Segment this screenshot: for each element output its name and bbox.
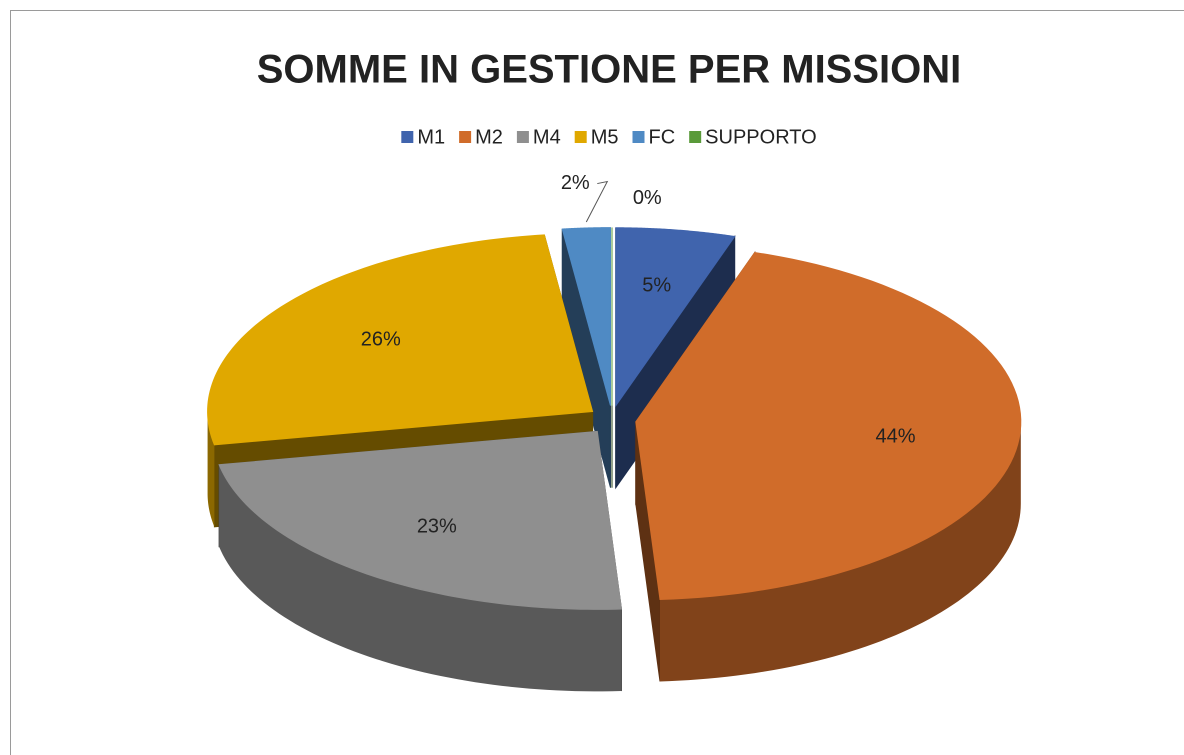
legend-swatch xyxy=(459,131,472,143)
legend: M1 M2 M4 M5 FC SUPPORTO xyxy=(401,126,817,148)
slice-wall xyxy=(659,421,1021,682)
slice xyxy=(218,430,623,692)
slice-top xyxy=(615,227,736,408)
slice-top xyxy=(635,251,1022,600)
legend-swatch xyxy=(632,131,645,143)
slice-wall xyxy=(219,464,622,692)
legend-label: FC xyxy=(649,126,676,148)
slice-wall xyxy=(207,411,215,527)
legend-swatch xyxy=(516,131,529,143)
legend-label: M5 xyxy=(591,126,619,148)
leader-line xyxy=(585,180,609,223)
data-label: 2% xyxy=(561,172,590,194)
legend-swatch xyxy=(401,131,414,143)
data-label: 23% xyxy=(417,515,457,537)
legend-label: SUPPORTO xyxy=(705,126,817,148)
chart-title: SOMME IN GESTIONE PER MISSIONI xyxy=(257,48,962,92)
legend-swatch xyxy=(689,131,702,143)
slice-top xyxy=(218,430,623,610)
data-label: 44% xyxy=(876,425,916,447)
legend-swatch xyxy=(574,131,587,143)
slice xyxy=(561,227,611,488)
legend-label: M2 xyxy=(475,126,503,148)
slice-top xyxy=(561,227,611,406)
data-label: 26% xyxy=(361,329,401,351)
data-label: 5% xyxy=(642,275,671,297)
legend-label: M1 xyxy=(417,126,445,148)
legend-label: M4 xyxy=(533,126,561,148)
slice xyxy=(635,250,1022,682)
slice-top xyxy=(207,234,594,446)
data-label: 0% xyxy=(633,187,662,209)
